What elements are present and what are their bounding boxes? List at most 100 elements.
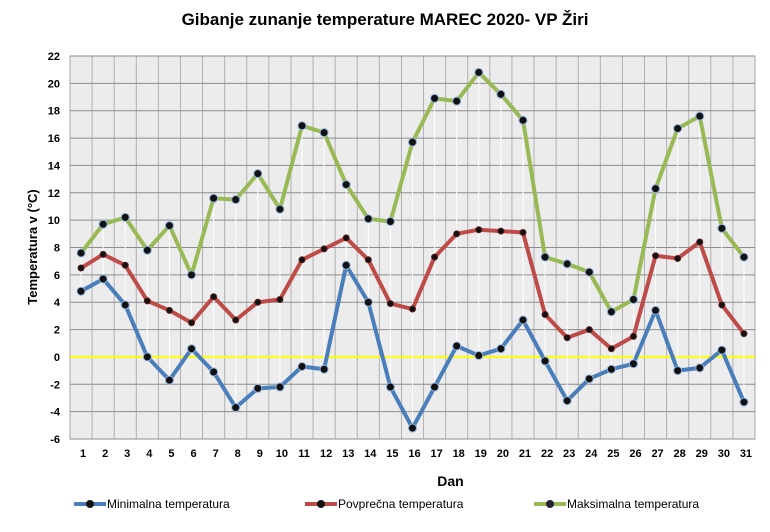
x-tick-label: 19 <box>475 448 487 460</box>
data-point <box>143 297 151 305</box>
data-point <box>562 259 572 269</box>
data-point <box>673 366 683 376</box>
data-point <box>363 214 373 224</box>
x-tick-label: 27 <box>651 448 663 460</box>
data-point <box>452 341 462 351</box>
data-point <box>496 344 506 354</box>
y-tick-label: 10 <box>48 215 60 227</box>
data-point <box>628 359 638 369</box>
data-point <box>563 334 571 342</box>
data-point <box>607 345 615 353</box>
data-point <box>474 67 484 77</box>
legend-marker-max <box>534 500 566 508</box>
data-point <box>717 345 727 355</box>
legend-marker-min <box>74 500 106 508</box>
data-point <box>696 238 704 246</box>
y-tick-label: 2 <box>54 325 60 337</box>
data-point <box>452 96 462 106</box>
x-tick-label: 31 <box>740 448 752 460</box>
legend: Minimalna temperatura Povprečna temperat… <box>0 497 770 517</box>
data-point <box>584 267 594 277</box>
y-tick-label: -4 <box>50 407 61 419</box>
data-point <box>188 319 196 327</box>
x-tick-label: 6 <box>190 448 196 460</box>
data-point <box>76 286 86 296</box>
data-point <box>209 193 219 203</box>
data-point <box>584 374 594 384</box>
data-point <box>628 294 638 304</box>
y-tick-label: 12 <box>48 188 60 200</box>
data-point <box>385 217 395 227</box>
x-tick-label: 25 <box>607 448 619 460</box>
x-tick-label: 24 <box>585 448 598 460</box>
data-point <box>342 234 350 242</box>
data-point <box>341 180 351 190</box>
data-point <box>475 226 483 234</box>
y-tick-label: 18 <box>48 106 60 118</box>
data-point <box>695 111 705 121</box>
data-point <box>98 274 108 284</box>
data-point <box>276 295 284 303</box>
data-point <box>739 252 749 262</box>
data-point <box>363 297 373 307</box>
y-tick-label: 8 <box>54 243 60 255</box>
data-point <box>540 252 550 262</box>
data-point <box>319 364 329 374</box>
x-tick-label: 11 <box>298 448 310 460</box>
data-point <box>120 212 130 222</box>
data-point <box>718 301 726 309</box>
data-point <box>253 383 263 393</box>
data-point <box>518 315 528 325</box>
legend-label-max: Maksimalna temperatura <box>567 497 700 511</box>
legend-item-max: Maksimalna temperatura <box>534 497 699 511</box>
data-point <box>541 311 549 319</box>
data-point <box>562 396 572 406</box>
x-tick-label: 22 <box>541 448 553 460</box>
y-tick-label: 22 <box>48 51 60 63</box>
data-point <box>364 256 372 264</box>
x-tick-label: 4 <box>146 448 153 460</box>
data-point <box>540 356 550 366</box>
x-tick-label: 28 <box>674 448 686 460</box>
legend-label-avg: Povprečna temperatura <box>338 497 464 511</box>
data-point <box>165 306 173 314</box>
x-tick-label: 23 <box>563 448 575 460</box>
data-point <box>740 330 748 338</box>
data-point <box>209 367 219 377</box>
data-point <box>629 332 637 340</box>
x-tick-label: 7 <box>213 448 219 460</box>
data-point <box>164 375 174 385</box>
data-point <box>717 223 727 233</box>
data-point <box>275 382 285 392</box>
data-point <box>606 364 616 374</box>
y-tick-label: -6 <box>50 434 60 446</box>
y-tick-label: 6 <box>54 270 60 282</box>
data-point <box>77 264 85 272</box>
data-point <box>142 245 152 255</box>
legend-item-min: Minimalna temperatura <box>74 497 230 511</box>
data-point <box>673 123 683 133</box>
x-tick-label: 29 <box>696 448 708 460</box>
data-point <box>76 248 86 258</box>
x-tick-label: 18 <box>453 448 465 460</box>
data-point <box>320 245 328 253</box>
data-point <box>585 326 593 334</box>
x-tick-label: 26 <box>629 448 641 460</box>
data-point <box>430 93 440 103</box>
y-axis-title: Temperatura v (°C) <box>25 189 40 304</box>
data-point <box>453 230 461 238</box>
data-point <box>319 128 329 138</box>
x-axis-title: Dan <box>437 473 463 489</box>
x-tick-label: 12 <box>320 448 332 460</box>
data-point <box>606 307 616 317</box>
y-tick-label: 4 <box>54 297 61 309</box>
x-tick-label: 1 <box>80 448 86 460</box>
data-point <box>518 115 528 125</box>
x-tick-label: 17 <box>430 448 442 460</box>
x-tick-label: 5 <box>168 448 174 460</box>
data-point <box>652 252 660 260</box>
x-tick-label: 3 <box>124 448 130 460</box>
y-tick-label: 0 <box>54 352 60 364</box>
data-point <box>409 305 416 313</box>
